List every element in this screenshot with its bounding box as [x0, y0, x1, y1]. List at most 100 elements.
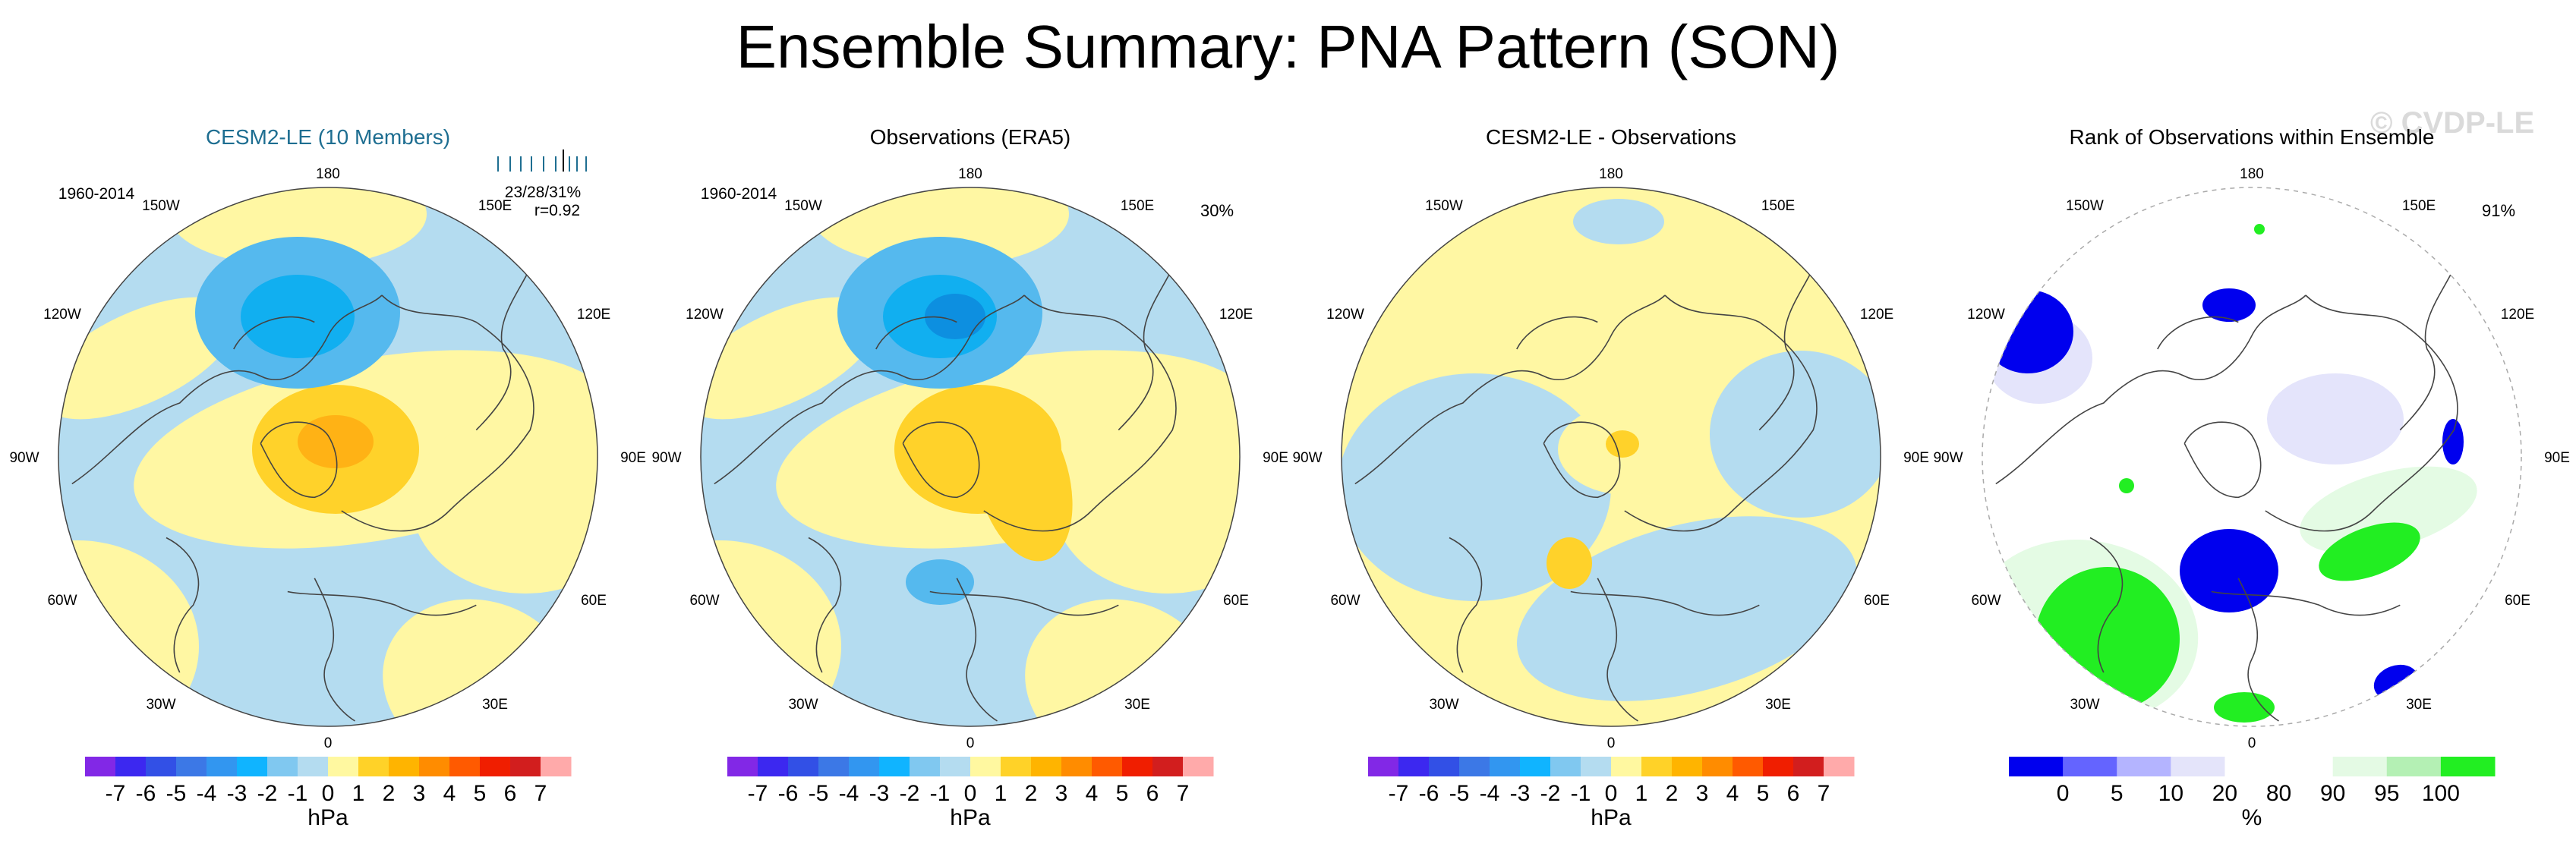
colorbar-swatch [970, 757, 1001, 776]
colorbar-swatch [510, 757, 541, 776]
coastline [287, 590, 477, 616]
colorbar-label: -2 [257, 781, 278, 806]
lon-label-150e: 150E [2402, 198, 2436, 214]
positive-region [411, 411, 597, 594]
colorbar-label: 7 [534, 781, 547, 806]
colorbar-swatch [1152, 757, 1184, 776]
coastline [233, 316, 315, 350]
coastline [1570, 590, 1760, 616]
rank-high-strong [2254, 224, 2265, 235]
cvdp-watermark: © CVDP-LE [2370, 106, 2535, 140]
colorbar-label: 6 [504, 781, 517, 806]
lon-label-90w: 90W [1292, 450, 1322, 466]
colorbar-label: 5 [2111, 781, 2124, 806]
lon-label-150w: 150W [2066, 198, 2104, 214]
lon-label-120e: 120E [1219, 307, 1253, 323]
colorbar-swatch [1001, 757, 1032, 776]
positive-region [811, 187, 1069, 267]
colorbar-label: 3 [413, 781, 426, 806]
colorbar-label: 2 [383, 781, 396, 806]
colorbar-swatch [237, 757, 268, 776]
colorbar-label: 10 [2158, 781, 2183, 806]
coastline [166, 537, 200, 673]
colorbar-swatch [1520, 757, 1551, 776]
coastline [1516, 316, 1598, 350]
colorbar-swatch [1824, 757, 1855, 776]
colorbar-label: 5 [1116, 781, 1129, 806]
colorbar-swatch [2009, 757, 2064, 776]
lon-label-120w: 120W [43, 307, 81, 323]
colorbar-swatch [419, 757, 450, 776]
panel-title: Rank of Observations within Ensemble [2070, 125, 2435, 149]
coastline [714, 294, 1025, 485]
colorbar-units: hPa [950, 805, 991, 830]
lon-label-90w: 90W [651, 450, 681, 466]
lon-label-30w: 30W [2070, 697, 2099, 713]
positive-region [58, 297, 237, 420]
colorbar-swatch [1581, 757, 1612, 776]
colorbar-swatch [2278, 757, 2334, 776]
panel-4: Rank of Observations within Ensemble 91% 1… [1933, 125, 2569, 830]
colorbar-label: -3 [1510, 781, 1531, 806]
coastline [1118, 268, 1174, 431]
colorbar-swatch [940, 757, 971, 776]
colorbar-swatch [358, 757, 389, 776]
colorbar-label: -3 [227, 781, 248, 806]
colorbar-swatch [1368, 757, 1399, 776]
lon-label-60e: 60E [2505, 593, 2530, 609]
colorbar-label: 4 [1086, 781, 1099, 806]
lon-label-90e: 90E [2544, 450, 2570, 466]
panel-title: Observations (ERA5) [870, 125, 1071, 149]
colorbar-label: 80 [2266, 781, 2291, 806]
colorbar-label: 95 [2374, 781, 2399, 806]
lon-label-90e: 90E [620, 450, 646, 466]
lon-label-180: 180 [1599, 166, 1623, 182]
field-layer [1982, 187, 2521, 726]
stats-line-1: 23/28/31% [505, 184, 581, 201]
colorbar-swatch [1702, 757, 1733, 776]
colorbar-label: -7 [1389, 781, 1409, 806]
lon-label-30e: 30E [482, 697, 508, 713]
lon-label-60w: 60W [689, 593, 719, 609]
colorbar-swatch [2386, 757, 2442, 776]
rank-high-strong [2319, 522, 2420, 581]
ensemble-rank-ticks [497, 150, 587, 172]
lon-label-90e: 90E [1263, 450, 1288, 466]
colorbar-label: -2 [1540, 781, 1561, 806]
positive-core [298, 415, 374, 468]
rank-low-strong [2202, 288, 2256, 322]
coastline [2183, 421, 2262, 499]
colorbar-units: hPa [1591, 805, 1632, 830]
coastline [260, 421, 338, 499]
coastline [1449, 537, 1483, 673]
lon-label-180: 180 [958, 166, 982, 182]
negative-region [1342, 373, 1611, 601]
coastline [2265, 294, 2458, 532]
percent-label: 30% [1200, 201, 1234, 220]
colorbar-label: -3 [869, 781, 890, 806]
colorbar-label: -5 [809, 781, 829, 806]
lon-label-150w: 150W [142, 198, 180, 214]
colorbar-label: 6 [1787, 781, 1800, 806]
colorbar-label: 2 [1025, 781, 1038, 806]
colorbar-label: -4 [839, 781, 859, 806]
colorbar-label: 3 [1696, 781, 1709, 806]
colorbar-label: -4 [197, 781, 217, 806]
negative-region [1710, 351, 1881, 518]
lon-label-60e: 60E [1864, 593, 1890, 609]
coastline [929, 590, 1119, 616]
positive-center [1547, 537, 1592, 589]
coastline [956, 578, 998, 722]
lon-label-90w: 90W [1933, 450, 1963, 466]
coastline [983, 294, 1177, 532]
colorbar-swatch [207, 757, 238, 776]
colorbar-label: 2 [1666, 781, 1679, 806]
colorbar-swatch [449, 757, 481, 776]
coastline [1597, 578, 1638, 722]
colorbar-swatch [2063, 757, 2117, 776]
coastline [475, 268, 531, 431]
colorbar-label: 1 [352, 781, 365, 806]
colorbar-swatch [1398, 757, 1430, 776]
coastline [2237, 578, 2279, 722]
